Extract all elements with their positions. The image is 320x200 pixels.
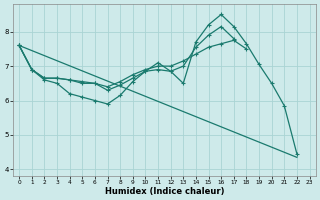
X-axis label: Humidex (Indice chaleur): Humidex (Indice chaleur) — [105, 187, 224, 196]
